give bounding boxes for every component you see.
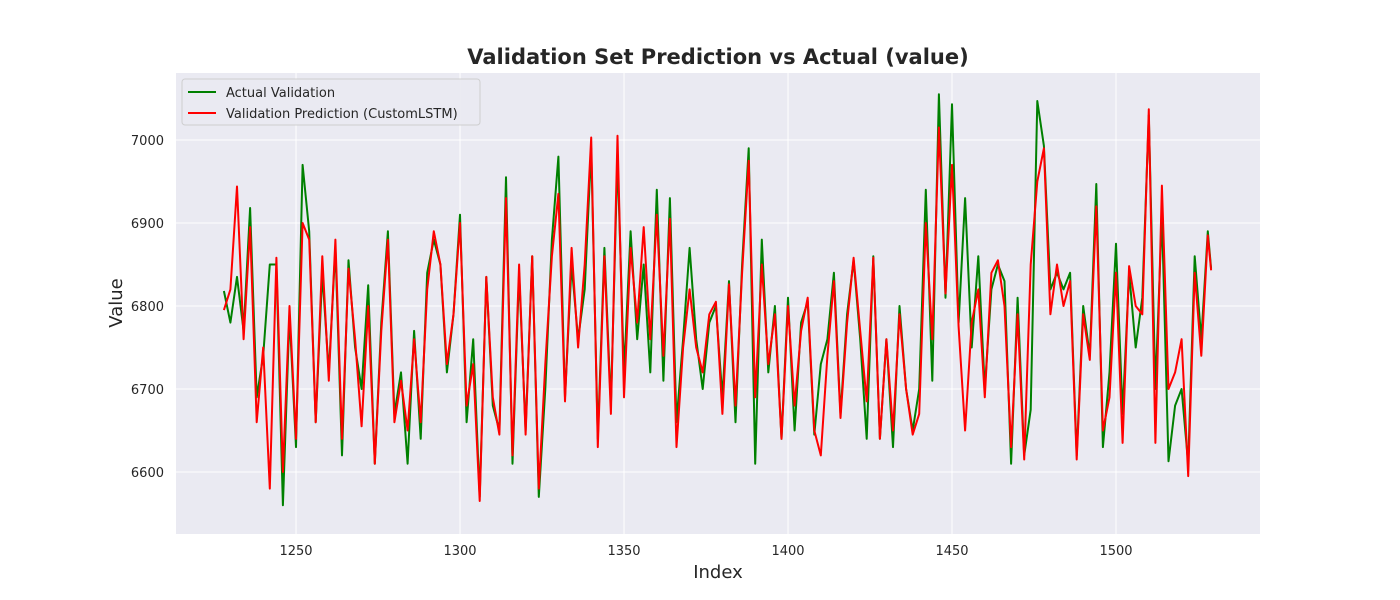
y-tick-label: 7000: [131, 134, 164, 149]
y-tick-label: 6600: [131, 466, 164, 481]
y-tick-label: 6800: [131, 300, 164, 315]
legend: Actual Validation Validation Prediction (…: [181, 78, 481, 126]
y-tick-label: 6900: [131, 217, 164, 232]
x-tick-label: 1250: [279, 544, 312, 559]
series-line: [222, 108, 1213, 502]
legend-label: Actual Validation: [226, 86, 335, 101]
lines: [222, 93, 1213, 507]
chart-title: Validation Set Prediction vs Actual (val…: [467, 45, 968, 69]
y-tick-label: 6700: [131, 383, 164, 398]
x-tick-label: 1300: [443, 544, 476, 559]
grid: [176, 73, 1260, 534]
x-tick-label: 1450: [935, 544, 968, 559]
x-axis-label: Index: [693, 562, 743, 583]
x-tick-label: 1500: [1099, 544, 1132, 559]
x-tick-label: 1400: [771, 544, 804, 559]
legend-box: [181, 78, 481, 126]
x-tick-label: 1350: [607, 544, 640, 559]
legend-label: Validation Prediction (CustomLSTM): [226, 107, 458, 122]
y-axis-label: Value: [106, 278, 127, 327]
plot-area: [176, 73, 1260, 534]
